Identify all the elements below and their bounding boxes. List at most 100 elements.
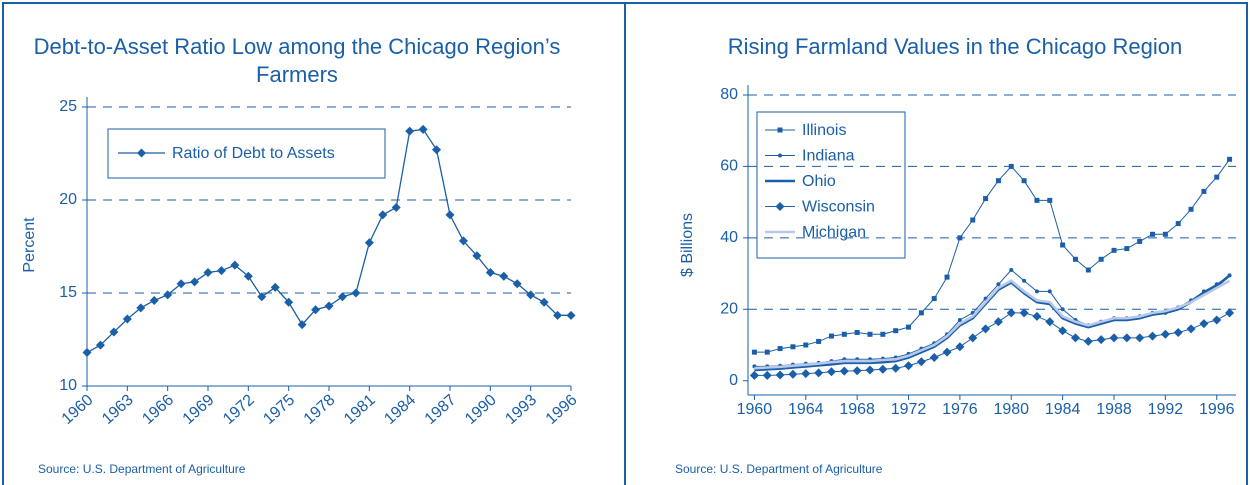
y-axis-label: $ Billions [679, 213, 696, 277]
marker [1083, 336, 1093, 346]
marker [324, 301, 334, 311]
marker [803, 342, 809, 348]
source: Source: U.S. Department of Agriculture [38, 462, 246, 476]
marker [995, 178, 1001, 184]
marker [983, 196, 989, 202]
x-tick-label: 1978 [301, 391, 339, 428]
marker [391, 202, 401, 212]
y-tick-label: 10 [59, 377, 77, 394]
marker [297, 320, 307, 330]
marker [1150, 231, 1156, 237]
marker [893, 328, 899, 334]
marker [1021, 178, 1027, 184]
marker [109, 327, 119, 337]
marker [1124, 246, 1130, 252]
marker [1188, 206, 1194, 212]
marker [906, 324, 912, 330]
marker [1009, 268, 1014, 272]
legend-label: Ratio of Debt to Assets [172, 145, 335, 162]
chart-title: Rising Farmland Values in the Chicago Re… [727, 34, 1183, 59]
marker [981, 324, 991, 334]
series-line [754, 279, 1231, 370]
marker [1022, 278, 1027, 283]
x-tick-label: 1993 [502, 391, 540, 428]
marker [337, 292, 347, 302]
marker [828, 333, 834, 339]
marker [1008, 163, 1014, 169]
y-tick-label: 60 [720, 158, 738, 175]
marker [878, 364, 888, 374]
marker [418, 124, 428, 134]
x-tick-label: 1976 [942, 401, 978, 418]
legend-label: Illinois [802, 122, 846, 139]
marker [1058, 326, 1068, 336]
marker [512, 279, 522, 289]
series-line [754, 274, 1231, 372]
source: Source: U.S. Department of Agriculture [675, 462, 883, 476]
legend-box [756, 111, 906, 259]
x-tick-label: 1990 [462, 391, 500, 428]
marker [865, 365, 875, 375]
marker [163, 290, 173, 300]
marker [880, 331, 886, 337]
marker [405, 126, 415, 136]
marker [904, 361, 914, 371]
marker [1034, 289, 1039, 294]
marker [918, 310, 924, 316]
marker [1098, 256, 1104, 262]
marker [82, 348, 92, 358]
x-tick-label: 1987 [422, 391, 460, 428]
marker [1019, 308, 1029, 318]
marker [351, 288, 361, 298]
x-tick-label: 1996 [543, 391, 581, 428]
marker [432, 145, 442, 155]
marker [1201, 188, 1207, 194]
marker [526, 290, 536, 300]
marker [458, 236, 468, 246]
marker [1214, 174, 1220, 180]
marker [1047, 289, 1052, 294]
marker [777, 346, 783, 352]
marker [957, 235, 963, 241]
marker [762, 370, 772, 380]
marker [1175, 221, 1181, 227]
legend-label: Indiana [802, 148, 855, 165]
marker [970, 217, 976, 223]
marker [95, 340, 105, 350]
marker [749, 370, 759, 380]
marker [176, 279, 186, 289]
x-tick-label: 1988 [1096, 401, 1132, 418]
marker [1034, 197, 1040, 203]
marker [1225, 308, 1235, 318]
marker [942, 347, 952, 357]
marker [826, 367, 836, 377]
x-tick-label: 1966 [139, 391, 177, 428]
marker [566, 310, 576, 320]
marker [1199, 319, 1209, 329]
marker [790, 344, 796, 350]
x-tick-label: 1972 [220, 391, 258, 428]
legend-marker [775, 202, 785, 211]
marker [955, 342, 965, 352]
marker [1045, 317, 1055, 327]
marker [1148, 331, 1158, 341]
marker [203, 268, 213, 278]
x-tick-label: 1963 [99, 391, 137, 428]
marker [485, 268, 495, 278]
legend-label: Michigan [802, 224, 866, 241]
x-tick-label: 1984 [381, 391, 419, 428]
y-tick-label: 15 [59, 284, 77, 301]
marker [1173, 328, 1183, 337]
y-tick-label: 25 [59, 98, 77, 115]
y-tick-label: 40 [720, 229, 738, 246]
marker [445, 210, 455, 220]
marker [1085, 267, 1091, 273]
marker [816, 338, 822, 344]
marker [149, 295, 159, 305]
marker [190, 277, 200, 287]
x-tick-label: 1960 [737, 401, 773, 418]
marker [553, 310, 563, 320]
marker [1006, 308, 1016, 318]
